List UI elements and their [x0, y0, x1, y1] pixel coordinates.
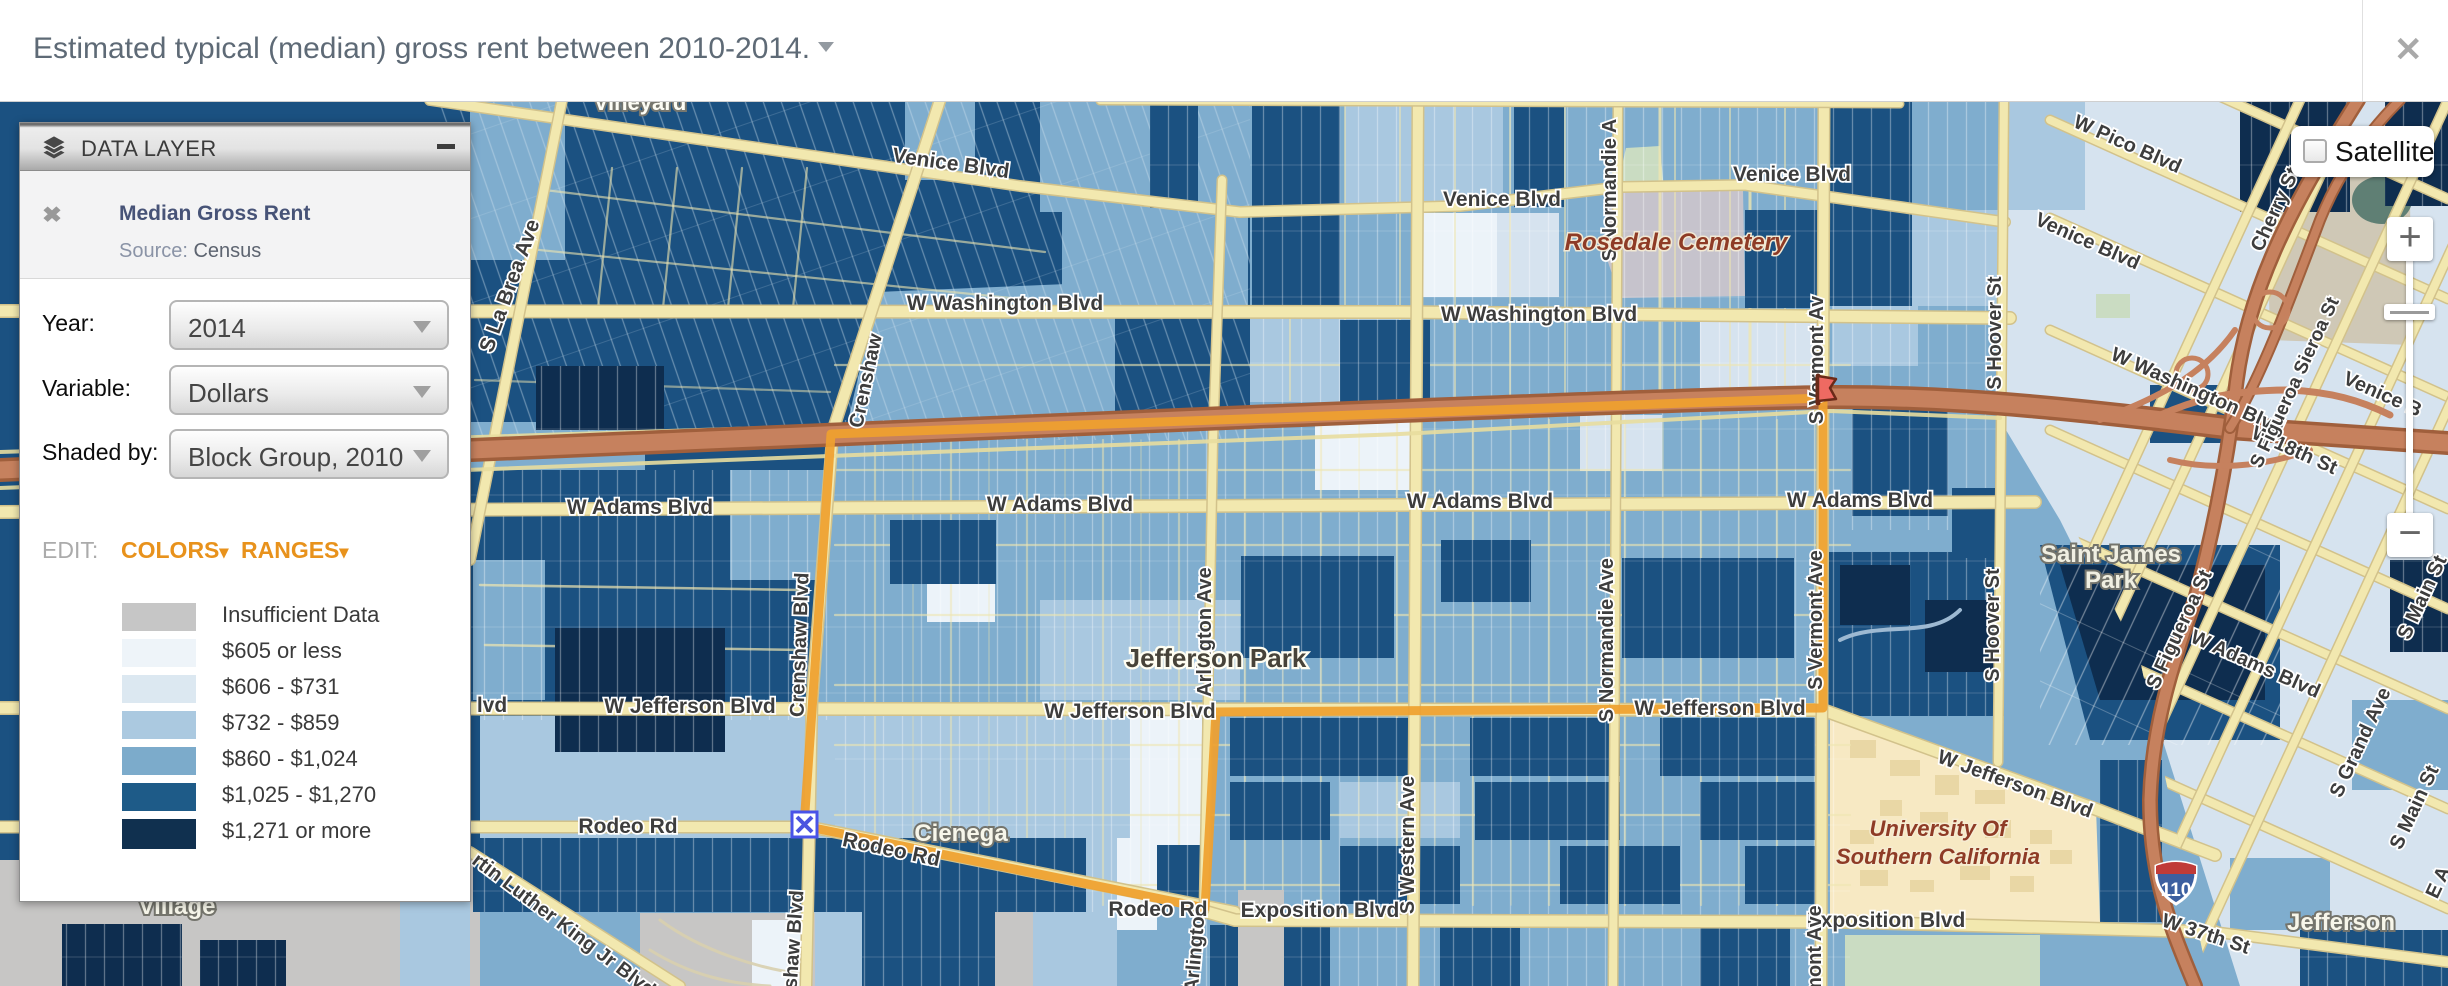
svg-text:Arlington Ave: Arlington Ave	[1194, 567, 1216, 697]
svg-text:Rodeo Rd: Rodeo Rd	[1108, 898, 1207, 921]
svg-text:W Adams Blvd: W Adams Blvd	[1407, 490, 1553, 513]
svg-text:Venice Blvd: Venice Blvd	[1443, 188, 1561, 211]
svg-text:Southern California: Southern California	[1836, 844, 2040, 869]
svg-text:S Hoover St: S Hoover St	[1984, 276, 2006, 390]
svg-text:Jefferson Park: Jefferson Park	[1126, 643, 1307, 673]
svg-text:S Vermont Ave: S Vermont Ave	[1805, 550, 1827, 690]
svg-text:W Jefferson Blvd: W Jefferson Blvd	[1044, 700, 1216, 723]
svg-text:Exposition Blvd: Exposition Blvd	[1241, 899, 1400, 922]
svg-text:Venice Blvd: Venice Blvd	[1733, 163, 1851, 186]
svg-text:Cienega: Cienega	[914, 820, 1008, 847]
svg-text:Exposition Blvd: Exposition Blvd	[1807, 909, 1966, 932]
svg-text:W Adams Blvd: W Adams Blvd	[1787, 489, 1933, 512]
svg-text:Saint James: Saint James	[2041, 541, 2181, 568]
svg-text:University Of: University Of	[1870, 816, 2010, 841]
svg-text:W Jefferson Blvd: W Jefferson Blvd	[1634, 697, 1806, 720]
svg-text:Rodeo Rd: Rodeo Rd	[578, 815, 677, 838]
svg-text:shaw Blvd: shaw Blvd	[780, 889, 809, 986]
svg-text:S Normandie Ave: S Normandie Ave	[1596, 558, 1618, 722]
svg-text:Park: Park	[2085, 567, 2138, 594]
svg-text:W Jefferson Blvd: W Jefferson Blvd	[604, 695, 776, 718]
svg-text:Rosedale Cemetery: Rosedale Cemetery	[1565, 229, 1789, 256]
svg-text:W Adams Blvd: W Adams Blvd	[987, 493, 1133, 516]
svg-text:110: 110	[2161, 880, 2192, 901]
svg-text:Jefferson: Jefferson	[2287, 909, 2395, 936]
svg-text:S Hoover St: S Hoover St	[1982, 568, 2004, 682]
svg-text:W Washington Blvd: W Washington Blvd	[907, 292, 1103, 315]
svg-text:S Normandie A: S Normandie A	[1599, 119, 1621, 262]
svg-text:lvd: lvd	[477, 694, 507, 717]
svg-text:W Washington Blvd: W Washington Blvd	[1441, 303, 1637, 326]
svg-text:W Adams Blvd: W Adams Blvd	[567, 496, 713, 519]
svg-text:mont Ave: mont Ave	[1804, 905, 1826, 986]
svg-text:S Western Ave: S Western Ave	[1397, 776, 1419, 914]
